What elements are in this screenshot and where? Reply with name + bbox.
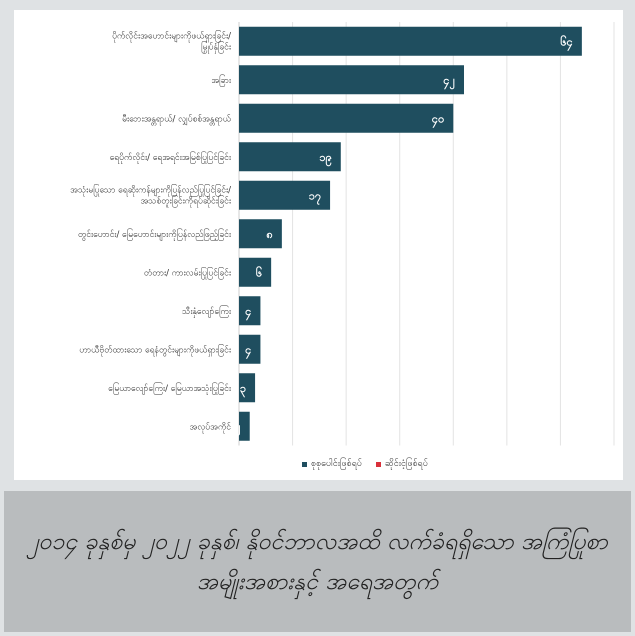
data-label: ၄ (245, 305, 251, 321)
chart-card: ပိုက်လိုင်းအဟောင်းများကိုဖယ်ရှားခြင်း/မြ… (14, 10, 623, 480)
bar (239, 26, 582, 56)
data-label: ၈ (267, 228, 273, 241)
bar (239, 219, 282, 249)
bar (239, 103, 454, 133)
chart-caption: ၂၀၁၄ ခုနှစ်မှ ၂၀၂၂ ခုနှစ်၊ နိုဝင်ဘာလအထိ … (27, 528, 608, 595)
category-label: တံတား/ ကားလမ်းပြုပြင်ခြင်း (144, 266, 232, 279)
category-label: ရေပိုက်လိုင်း/ ရေအရင်းအမြစ်ပြုပြင်ခြင်း (110, 151, 232, 164)
data-label: ၄ (245, 343, 251, 359)
bar (239, 142, 341, 172)
bar (239, 411, 250, 441)
category-label: မြေယာလျော်ကြေး/ မြေယာအသုံးပြုခြင်း (108, 382, 232, 395)
legend-swatch-pending (376, 462, 381, 467)
data-label: ၆၄ (560, 35, 572, 51)
caption-panel: ၂၀၁၄ ခုနှစ်မှ ၂၀၂၂ ခုနှစ်၊ နိုဝင်ဘာလအထိ … (4, 491, 631, 632)
bar (239, 296, 261, 326)
data-label: ၃ (240, 382, 247, 398)
legend-label-total: စုစုပေါင်းဖြစ်ရပ် (311, 459, 362, 469)
data-label: ၄၀ (432, 112, 444, 128)
category-label: ပိုက်လိုင်းအဟောင်းများကိုဖယ်ရှားခြင်း/မြ… (112, 29, 232, 53)
category-label: သီးနှံလျော်ကြေး (181, 305, 232, 318)
category-label: မီးဘေးအန္တရာယ်/ လျှပ်စစ်အန္တရာယ် (122, 113, 232, 125)
data-label: ၄၂ (443, 74, 455, 90)
legend-item-pending: ဆိုင်းငံ့ဖြစ်ရပ် (376, 458, 428, 471)
bar (239, 257, 272, 287)
legend-item-total: စုစုပေါင်းဖြစ်ရပ် (302, 458, 362, 471)
bar (239, 373, 256, 403)
bar (239, 180, 331, 210)
bar (239, 334, 261, 364)
data-label: ၂ (235, 420, 241, 436)
bar (239, 65, 464, 95)
category-label: အခြား (211, 74, 232, 87)
chart-legend: စုစုပေါင်းဖြစ်ရပ် ဆိုင်းငံ့ဖြစ်ရပ် (302, 458, 428, 471)
legend-label-pending: ဆိုင်းငံ့ဖြစ်ရပ် (385, 459, 428, 469)
data-label: ၆ (256, 266, 262, 279)
bar-chart: ပိုက်လိုင်းအဟောင်းများကိုဖယ်ရှားခြင်း/မြ… (70, 22, 615, 446)
data-label: ၁၉ (319, 151, 331, 167)
legend-swatch-total (302, 462, 307, 467)
category-label: အသုံးမပြုသော ရေဆိုးကန်များကိုပြန်လည်ပြုပ… (70, 183, 232, 207)
category-label: တွင်းဟောင်း/ မြေဟောင်းများကိုပြန်လည်ဖြည့… (78, 228, 232, 241)
category-label: အလုပ်အကိုင် (190, 421, 232, 433)
category-label: ဟာယီဗိုတ်ထားသော ရေနံတွင်းများကိုဖယ်ရှားခ… (79, 343, 232, 356)
data-label: ၁၇ (309, 189, 322, 205)
